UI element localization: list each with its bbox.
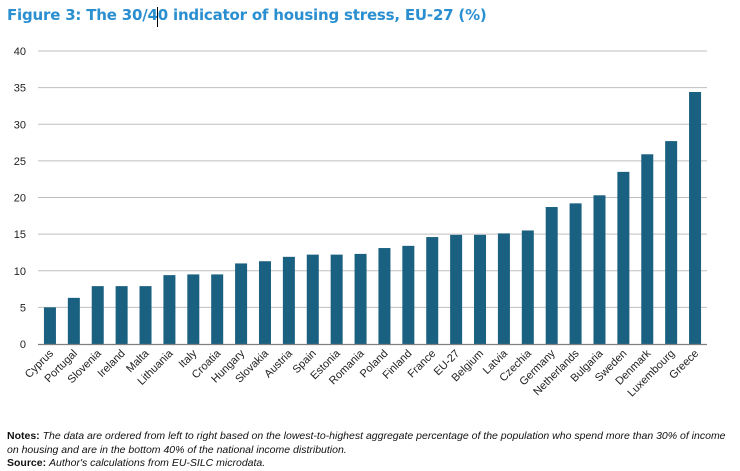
bar-belgium [474,234,487,344]
y-tick-label: 25 [14,156,26,168]
bar-latvia [497,233,510,344]
y-tick-label: 0 [20,339,26,351]
bar-hungary [235,263,248,344]
x-tick-label: Ireland [95,348,127,380]
y-tick-label: 5 [20,302,26,314]
y-tick-label: 20 [14,193,26,205]
gridlines [38,50,707,308]
y-tick-label: 15 [14,229,26,241]
y-tick-label: 35 [14,83,26,95]
bar-portugal [67,297,80,344]
bar-sweden [617,171,630,344]
bar-malta [139,286,152,344]
y-axis-ticks: 0 5 10 15 20 25 30 35 40 [14,46,26,351]
bar-slovenia [91,286,104,344]
y-tick-label: 30 [14,119,26,131]
bar-estonia [330,254,343,344]
source-line: Source: Author's calculations from EU-SI… [7,457,733,471]
bar-czechia [521,230,534,344]
bar-eu-27 [450,234,463,344]
x-axis-labels: CyprusPortugalSloveniaIrelandMaltaLithua… [23,347,701,399]
bar-spain [306,254,319,344]
y-tick-label: 10 [14,266,26,278]
source-label: Source: [7,457,47,469]
notes-line: Notes: The data are ordered from left to… [7,430,733,457]
bar-germany [545,207,558,344]
notes-label: Notes: [7,430,40,442]
bar-lithuania [163,275,176,344]
bar-italy [187,274,200,344]
notes-text: The data are ordered from left to right … [7,430,726,456]
text-cursor [157,7,158,27]
bar-chart: 0 5 10 15 20 25 30 35 40 CyprusPortugalSloveniaI… [14,46,707,399]
bars [43,92,702,345]
y-tick-label: 40 [14,46,26,58]
bar-france [426,237,439,344]
bar-austria [282,256,295,344]
source-text: Author's calculations from EU-SILC micro… [49,457,266,469]
x-tick-label: Austria [262,347,295,380]
bar-poland [378,248,391,344]
bar-netherlands [569,203,582,344]
bar-slovakia [258,261,271,344]
bar-cyprus [43,307,56,344]
bar-denmark [641,154,654,344]
bar-bulgaria [593,195,606,344]
bar-ireland [115,286,128,344]
bar-finland [402,245,415,344]
bar-greece [689,92,702,345]
bar-romania [354,253,367,344]
bar-croatia [211,274,224,344]
figure-notes: Notes: The data are ordered from left to… [7,430,733,471]
figure-title: Figure 3: The 30/40 indicator of housing… [7,6,487,24]
bar-luxembourg [665,141,678,344]
